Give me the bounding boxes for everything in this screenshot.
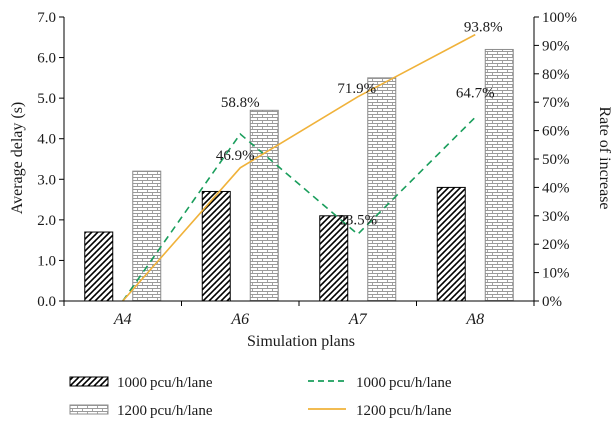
- bar-a6-series-2: [249, 109, 279, 302]
- y2-tick-label: 50%: [542, 152, 570, 168]
- bar-a4-series-1: [84, 231, 114, 302]
- data-label-line-2-a7: 71.9%: [337, 81, 376, 97]
- data-label-line-1-a8: 64.7%: [456, 85, 495, 101]
- line-series-2: [122, 33, 476, 302]
- legend: 1000 pcu/h/lane 1200 pcu/h/lane 1000 pcu…: [69, 375, 452, 419]
- line-series-1: [122, 116, 476, 302]
- y2-tick-label: 60%: [542, 124, 570, 140]
- y-tick-label: 6.0: [37, 51, 56, 67]
- y-tick-label: 1.0: [37, 253, 56, 269]
- legend-item-bar-1200: 1200 pcu/h/lane: [69, 403, 213, 419]
- bar-a6-series-1: [201, 190, 231, 302]
- y-tick-label: 0.0: [37, 294, 56, 310]
- legend-item-line-1000: 1000 pcu/h/lane: [308, 375, 452, 391]
- legend-item-line-1200: 1200 pcu/h/lane: [308, 403, 452, 419]
- data-label-line-2-a8: 93.8%: [464, 20, 503, 36]
- x-tick-label-a7: A7: [348, 311, 368, 328]
- data-label-line-1-a7: 23.5%: [338, 212, 377, 228]
- bar-a8-series-2: [484, 48, 514, 302]
- data-label-line-1-a6: 58.8%: [221, 95, 260, 111]
- legend-label-bar-1000: 1000 pcu/h/lane: [117, 375, 213, 391]
- legend-item-bar-1000: 1000 pcu/h/lane: [69, 375, 213, 391]
- y-axis-title: Average delay (s): [9, 102, 26, 215]
- data-label-line-2-a6: 46.9%: [216, 148, 255, 164]
- y-tick-label: 5.0: [37, 91, 56, 107]
- y2-axis-title: Rate of increase: [596, 106, 613, 209]
- legend-label-line-1200: 1200 pcu/h/lane: [356, 403, 452, 419]
- y2-tick-label: 20%: [542, 237, 570, 253]
- y2-tick-label: 40%: [542, 180, 570, 196]
- bar-a7-series-2: [367, 77, 397, 302]
- legend-swatch-hatch: [69, 376, 109, 387]
- x-tick-label-a8: A8: [465, 311, 484, 328]
- y2-tick-label: 100%: [542, 10, 577, 26]
- y-tick-label: 4.0: [37, 132, 56, 148]
- y-tick-label: 7.0: [37, 10, 56, 26]
- y2-tick-label: 80%: [542, 67, 570, 83]
- x-tick-label-a4: A4: [113, 311, 132, 328]
- bar-a7-series-1: [319, 215, 349, 302]
- y2-tick-label: 0%: [542, 294, 562, 310]
- y-tick-label: 3.0: [37, 172, 56, 188]
- labels: Average delay (s) Rate of increase Simul…: [9, 102, 613, 350]
- y2-tick-label: 10%: [542, 266, 570, 282]
- y2-tick-label: 90%: [542, 38, 570, 54]
- legend-swatch-brick: [69, 404, 109, 415]
- plot-area: 58.8% 23.5% 64.7% 46.9% 71.9% 93.8%: [84, 20, 514, 302]
- legend-label-bar-1200: 1200 pcu/h/lane: [117, 403, 213, 419]
- bar-a8-series-1: [436, 186, 466, 302]
- x-axis-title: Simulation plans: [247, 333, 355, 350]
- y2-tick-label: 70%: [542, 95, 570, 111]
- y-tick-label: 2.0: [37, 213, 56, 229]
- legend-label-line-1000: 1000 pcu/h/lane: [356, 375, 452, 391]
- x-tick-label-a6: A6: [230, 311, 249, 328]
- y2-tick-label: 30%: [542, 209, 570, 225]
- axes: 0.0 1.0 2.0 3.0 4.0 5.0 6.0 7.0 0% 10% 20% 30% 40% 50…: [37, 10, 577, 328]
